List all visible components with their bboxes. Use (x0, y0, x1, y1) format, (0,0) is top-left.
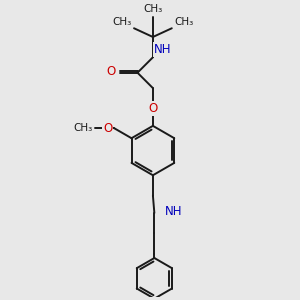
Text: O: O (106, 65, 116, 78)
Text: O: O (148, 102, 158, 115)
Text: CH₃: CH₃ (112, 17, 132, 27)
Text: NH: NH (164, 205, 182, 218)
Text: CH₃: CH₃ (174, 17, 194, 27)
Text: CH₃: CH₃ (143, 4, 163, 14)
Text: NH: NH (154, 43, 172, 56)
Text: CH₃: CH₃ (73, 123, 92, 133)
Text: O: O (103, 122, 112, 134)
